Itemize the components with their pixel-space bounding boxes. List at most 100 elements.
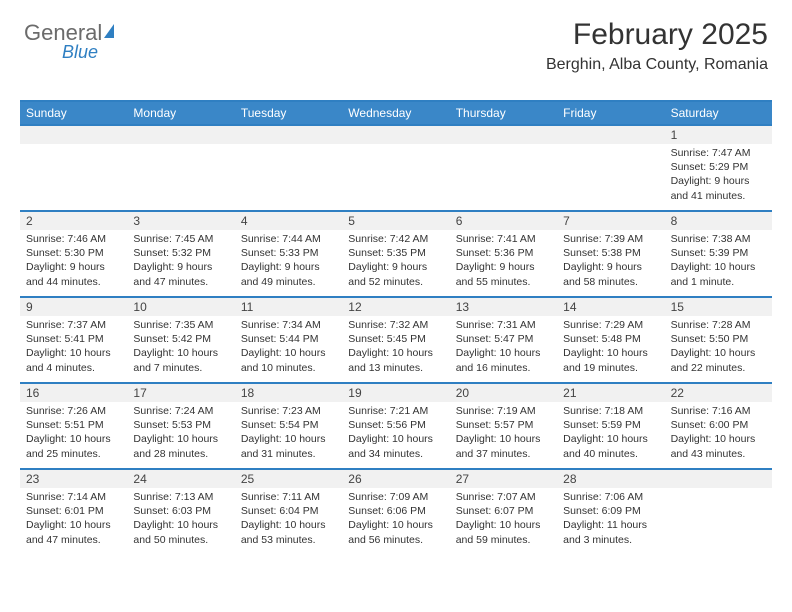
day-number: 12	[342, 298, 449, 316]
daylight-text: Daylight: 10 hours and 56 minutes.	[348, 518, 443, 546]
logo-blue: Blue	[62, 42, 98, 63]
sunset-text: Sunset: 6:07 PM	[456, 504, 551, 518]
weekday-friday: Friday	[557, 102, 664, 124]
sunset-text: Sunset: 5:59 PM	[563, 418, 658, 432]
day-details: Sunrise: 7:11 AMSunset: 6:04 PMDaylight:…	[235, 488, 342, 551]
sunset-text: Sunset: 5:35 PM	[348, 246, 443, 260]
sunset-text: Sunset: 5:29 PM	[671, 160, 766, 174]
daylight-text: Daylight: 10 hours and 7 minutes.	[133, 346, 228, 374]
logo-triangle-icon	[104, 24, 114, 38]
day-number: 3	[127, 212, 234, 230]
page-subtitle: Berghin, Alba County, Romania	[546, 56, 768, 74]
day-details: Sunrise: 7:31 AMSunset: 5:47 PMDaylight:…	[450, 316, 557, 379]
day-details: Sunrise: 7:23 AMSunset: 5:54 PMDaylight:…	[235, 402, 342, 465]
sunrise-text: Sunrise: 7:09 AM	[348, 490, 443, 504]
calendar-cell	[557, 126, 664, 210]
day-details: Sunrise: 7:47 AMSunset: 5:29 PMDaylight:…	[665, 144, 772, 207]
day-number: 16	[20, 384, 127, 402]
sunset-text: Sunset: 5:47 PM	[456, 332, 551, 346]
day-number	[127, 126, 234, 144]
day-details: Sunrise: 7:42 AMSunset: 5:35 PMDaylight:…	[342, 230, 449, 293]
sunrise-text: Sunrise: 7:28 AM	[671, 318, 766, 332]
daylight-text: Daylight: 10 hours and 53 minutes.	[241, 518, 336, 546]
sunrise-text: Sunrise: 7:44 AM	[241, 232, 336, 246]
sunset-text: Sunset: 5:41 PM	[26, 332, 121, 346]
sunset-text: Sunset: 6:03 PM	[133, 504, 228, 518]
day-details: Sunrise: 7:09 AMSunset: 6:06 PMDaylight:…	[342, 488, 449, 551]
day-details: Sunrise: 7:26 AMSunset: 5:51 PMDaylight:…	[20, 402, 127, 465]
calendar-cell: 1Sunrise: 7:47 AMSunset: 5:29 PMDaylight…	[665, 126, 772, 210]
sunset-text: Sunset: 5:48 PM	[563, 332, 658, 346]
daylight-text: Daylight: 11 hours and 3 minutes.	[563, 518, 658, 546]
calendar-cell: 17Sunrise: 7:24 AMSunset: 5:53 PMDayligh…	[127, 384, 234, 468]
calendar-cell: 25Sunrise: 7:11 AMSunset: 6:04 PMDayligh…	[235, 470, 342, 554]
calendar-cell: 6Sunrise: 7:41 AMSunset: 5:36 PMDaylight…	[450, 212, 557, 296]
day-number: 9	[20, 298, 127, 316]
calendar-cell: 16Sunrise: 7:26 AMSunset: 5:51 PMDayligh…	[20, 384, 127, 468]
day-number: 24	[127, 470, 234, 488]
daylight-text: Daylight: 10 hours and 37 minutes.	[456, 432, 551, 460]
sunset-text: Sunset: 6:01 PM	[26, 504, 121, 518]
sunset-text: Sunset: 5:45 PM	[348, 332, 443, 346]
sunrise-text: Sunrise: 7:47 AM	[671, 146, 766, 160]
sunrise-text: Sunrise: 7:24 AM	[133, 404, 228, 418]
sunset-text: Sunset: 5:57 PM	[456, 418, 551, 432]
day-number: 4	[235, 212, 342, 230]
sunrise-text: Sunrise: 7:06 AM	[563, 490, 658, 504]
day-details: Sunrise: 7:28 AMSunset: 5:50 PMDaylight:…	[665, 316, 772, 379]
calendar-cell: 22Sunrise: 7:16 AMSunset: 6:00 PMDayligh…	[665, 384, 772, 468]
weekday-saturday: Saturday	[665, 102, 772, 124]
day-details: Sunrise: 7:41 AMSunset: 5:36 PMDaylight:…	[450, 230, 557, 293]
day-details: Sunrise: 7:06 AMSunset: 6:09 PMDaylight:…	[557, 488, 664, 551]
calendar-cell: 8Sunrise: 7:38 AMSunset: 5:39 PMDaylight…	[665, 212, 772, 296]
calendar-body: 1Sunrise: 7:47 AMSunset: 5:29 PMDaylight…	[20, 124, 772, 554]
calendar-cell: 13Sunrise: 7:31 AMSunset: 5:47 PMDayligh…	[450, 298, 557, 382]
calendar-week: 1Sunrise: 7:47 AMSunset: 5:29 PMDaylight…	[20, 124, 772, 210]
sunset-text: Sunset: 6:04 PM	[241, 504, 336, 518]
day-number	[450, 126, 557, 144]
day-details: Sunrise: 7:44 AMSunset: 5:33 PMDaylight:…	[235, 230, 342, 293]
day-number: 27	[450, 470, 557, 488]
calendar-cell	[342, 126, 449, 210]
day-details: Sunrise: 7:24 AMSunset: 5:53 PMDaylight:…	[127, 402, 234, 465]
day-details: Sunrise: 7:16 AMSunset: 6:00 PMDaylight:…	[665, 402, 772, 465]
daylight-text: Daylight: 10 hours and 59 minutes.	[456, 518, 551, 546]
day-number	[557, 126, 664, 144]
sunset-text: Sunset: 5:53 PM	[133, 418, 228, 432]
day-number	[235, 126, 342, 144]
daylight-text: Daylight: 10 hours and 31 minutes.	[241, 432, 336, 460]
day-details: Sunrise: 7:19 AMSunset: 5:57 PMDaylight:…	[450, 402, 557, 465]
sunset-text: Sunset: 5:33 PM	[241, 246, 336, 260]
calendar-cell: 24Sunrise: 7:13 AMSunset: 6:03 PMDayligh…	[127, 470, 234, 554]
calendar-cell: 26Sunrise: 7:09 AMSunset: 6:06 PMDayligh…	[342, 470, 449, 554]
sunrise-text: Sunrise: 7:23 AM	[241, 404, 336, 418]
calendar-cell	[450, 126, 557, 210]
day-number: 5	[342, 212, 449, 230]
sunrise-text: Sunrise: 7:37 AM	[26, 318, 121, 332]
daylight-text: Daylight: 9 hours and 47 minutes.	[133, 260, 228, 288]
calendar-cell	[127, 126, 234, 210]
calendar-cell: 28Sunrise: 7:06 AMSunset: 6:09 PMDayligh…	[557, 470, 664, 554]
page-title: February 2025	[546, 18, 768, 52]
logo: General Blue	[24, 20, 114, 46]
day-details: Sunrise: 7:37 AMSunset: 5:41 PMDaylight:…	[20, 316, 127, 379]
calendar-cell: 3Sunrise: 7:45 AMSunset: 5:32 PMDaylight…	[127, 212, 234, 296]
sunset-text: Sunset: 5:51 PM	[26, 418, 121, 432]
calendar-cell: 11Sunrise: 7:34 AMSunset: 5:44 PMDayligh…	[235, 298, 342, 382]
weekday-tuesday: Tuesday	[235, 102, 342, 124]
daylight-text: Daylight: 10 hours and 25 minutes.	[26, 432, 121, 460]
day-number: 28	[557, 470, 664, 488]
sunset-text: Sunset: 6:00 PM	[671, 418, 766, 432]
day-details: Sunrise: 7:13 AMSunset: 6:03 PMDaylight:…	[127, 488, 234, 551]
calendar-cell: 18Sunrise: 7:23 AMSunset: 5:54 PMDayligh…	[235, 384, 342, 468]
sunrise-text: Sunrise: 7:16 AM	[671, 404, 766, 418]
day-details: Sunrise: 7:21 AMSunset: 5:56 PMDaylight:…	[342, 402, 449, 465]
day-details: Sunrise: 7:18 AMSunset: 5:59 PMDaylight:…	[557, 402, 664, 465]
day-number: 1	[665, 126, 772, 144]
sunrise-text: Sunrise: 7:21 AM	[348, 404, 443, 418]
sunrise-text: Sunrise: 7:45 AM	[133, 232, 228, 246]
calendar-cell: 23Sunrise: 7:14 AMSunset: 6:01 PMDayligh…	[20, 470, 127, 554]
calendar: Sunday Monday Tuesday Wednesday Thursday…	[20, 100, 772, 554]
sunrise-text: Sunrise: 7:26 AM	[26, 404, 121, 418]
day-number: 21	[557, 384, 664, 402]
